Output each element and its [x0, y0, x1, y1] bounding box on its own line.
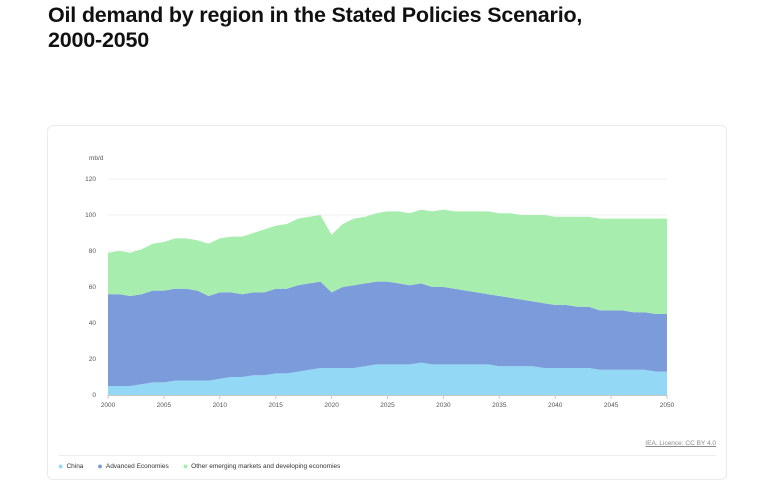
page-title: Oil demand by region in the Stated Polic… [48, 3, 583, 52]
x-tick-label: 2000 [101, 402, 116, 409]
source-link[interactable]: IEA. Licence: CC BY 4.0 [645, 440, 716, 447]
legend-label: Other emerging markets and developing ec… [191, 463, 341, 470]
area-china [108, 362, 667, 395]
legend-swatch: ● [97, 461, 103, 471]
y-tick-label: 60 [89, 284, 97, 291]
y-tick-label: 20 [89, 356, 97, 363]
x-tick-label: 2040 [548, 402, 563, 409]
chart-legend: ● China ● Advanced Economies ● Other emerging… [58, 461, 341, 471]
y-tick-label: 100 [85, 212, 96, 219]
y-axis-unit-label: mb/d [89, 155, 104, 162]
legend-label: China [66, 463, 84, 470]
legend-item[interactable]: ● Advanced Economies [97, 461, 169, 471]
legend-swatch: ● [182, 461, 189, 471]
legend-swatch: ● [58, 461, 64, 471]
legend-item[interactable]: ● China [58, 461, 84, 471]
x-tick-label: 2045 [604, 402, 619, 409]
x-tick-label: 2005 [157, 402, 172, 409]
x-tick-label: 2035 [492, 402, 507, 409]
x-tick-label: 2050 [660, 402, 675, 409]
legend-divider [58, 455, 716, 456]
x-tick-label: 2025 [380, 402, 395, 409]
legend-label: Advanced Economies [105, 463, 169, 470]
y-tick-label: 120 [85, 176, 96, 183]
y-tick-label: 0 [92, 392, 96, 399]
area-series [108, 209, 667, 395]
x-tick-label: 2015 [268, 402, 283, 409]
y-tick-label: 80 [89, 248, 97, 255]
x-tick-label: 2030 [436, 402, 451, 409]
area-other-emerging-markets-and-developing-economies [108, 209, 667, 314]
y-tick-label: 40 [89, 320, 97, 327]
legend-item[interactable]: ● Other emerging markets and developing e… [182, 461, 341, 471]
x-tick-label: 2020 [324, 402, 339, 409]
x-tick-label: 2010 [213, 402, 228, 409]
area-advanced-economies [108, 281, 667, 386]
chart-card: 0 20 40 60 80 100 120 2000 2005 2010 2015 2020 2025 2… [47, 125, 727, 480]
